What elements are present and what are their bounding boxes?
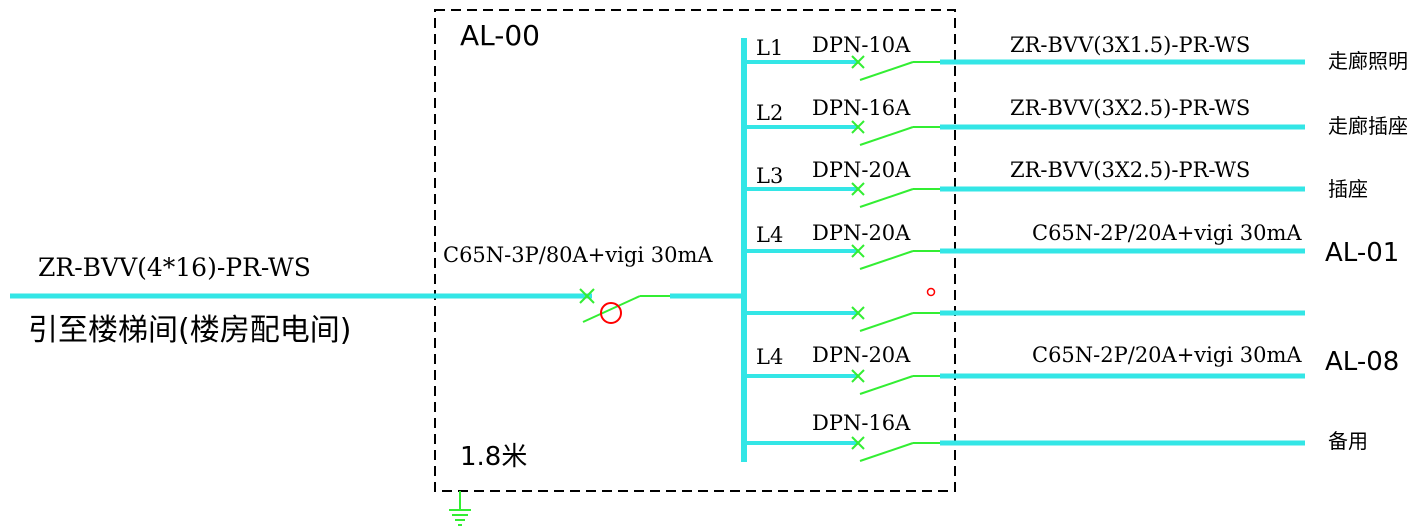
breaker-label: DPN-20A xyxy=(812,158,911,182)
breaker-icon xyxy=(851,369,940,395)
circuit-2: L2 DPN-16A ZR-BVV(3X2.5)-PR-WS 走廊插座 xyxy=(744,96,1408,146)
rcd-mark-icon xyxy=(600,302,622,324)
cable-label: C65N-2P/20A+vigi 30mA xyxy=(1032,221,1302,245)
circuit-4: L4 DPN-20A C65N-2P/20A+vigi 30mA AL-01 xyxy=(744,221,1399,270)
phase-label: L1 xyxy=(756,36,783,60)
ground-icon xyxy=(449,491,471,526)
circuit-7: DPN-16A 备用 xyxy=(744,411,1368,462)
cable-label: ZR-BVV(3X1.5)-PR-WS xyxy=(1010,33,1250,57)
breaker-label: DPN-20A xyxy=(812,343,911,367)
main-breaker-symbol xyxy=(579,288,742,324)
incoming-cable-label: ZR-BVV(4*16)-PR-WS xyxy=(38,253,311,282)
mount-height: 1.8米 xyxy=(460,442,527,472)
circuit-1: L1 DPN-10A ZR-BVV(3X1.5)-PR-WS 走廊照明 xyxy=(744,33,1408,81)
phase-label: L4 xyxy=(756,345,783,369)
cable-label: ZR-BVV(3X2.5)-PR-WS xyxy=(1010,158,1250,182)
panel-name: AL-00 xyxy=(460,19,540,52)
circuit-3: L3 DPN-20A ZR-BVV(3X2.5)-PR-WS 插座 xyxy=(744,158,1368,208)
breaker-icon xyxy=(851,120,940,146)
phase-label: L2 xyxy=(756,101,783,125)
incoming-source-label: 引至楼梯间(楼房配电间) xyxy=(28,313,351,348)
load-label: 走廊插座 xyxy=(1328,114,1408,138)
load-label: 走廊照明 xyxy=(1328,49,1408,73)
cable-label: ZR-BVV(3X2.5)-PR-WS xyxy=(1010,96,1250,120)
load-label: AL-01 xyxy=(1325,238,1399,268)
cable-label: C65N-2P/20A+vigi 30mA xyxy=(1032,343,1302,367)
breaker-icon xyxy=(851,182,940,208)
breaker-icon xyxy=(851,244,940,270)
breaker-label: DPN-16A xyxy=(812,411,911,435)
load-label: 备用 xyxy=(1328,429,1368,453)
main-breaker-label: C65N-3P/80A+vigi 30mA xyxy=(443,243,713,267)
phase-label: L3 xyxy=(756,164,783,188)
breaker-label: DPN-20A xyxy=(812,221,911,245)
breaker-label: DPN-16A xyxy=(812,96,911,120)
circuit-5 xyxy=(744,287,1305,332)
load-label: AL-08 xyxy=(1325,347,1399,377)
phase-label: L4 xyxy=(756,223,783,247)
breaker-icon xyxy=(851,436,940,462)
marker-circle-icon xyxy=(926,287,936,297)
circuit-6: L4 DPN-20A C65N-2P/20A+vigi 30mA AL-08 xyxy=(744,343,1399,395)
breaker-label: DPN-10A xyxy=(812,33,911,57)
load-label: 插座 xyxy=(1328,177,1368,201)
breaker-icon xyxy=(851,55,940,81)
breaker-icon xyxy=(851,306,940,332)
